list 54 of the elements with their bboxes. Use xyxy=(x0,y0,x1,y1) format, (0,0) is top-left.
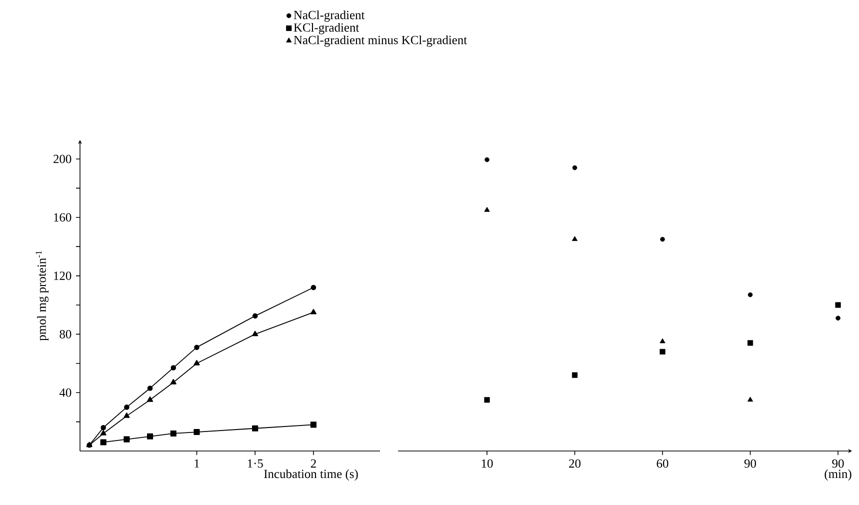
y-tick-label: 80 xyxy=(60,330,72,338)
x-tick-label: 2 xyxy=(310,459,316,468)
point xyxy=(310,284,316,290)
point xyxy=(484,157,490,162)
point xyxy=(124,412,130,418)
point xyxy=(194,360,200,366)
x-tick-label: 20 xyxy=(569,459,581,468)
point xyxy=(572,165,578,170)
point xyxy=(100,430,106,436)
point xyxy=(252,425,258,432)
y-tick-label: 160 xyxy=(54,213,72,222)
y-tick-label: 40 xyxy=(59,388,72,397)
point xyxy=(170,430,176,437)
legend-label: KCl-gradient xyxy=(294,22,360,34)
point xyxy=(170,365,176,370)
point xyxy=(252,313,258,319)
point xyxy=(147,386,153,391)
x-tick-label: 60 xyxy=(656,459,668,468)
x-axis-title: (min) xyxy=(824,469,852,481)
x-tick-label: 1 xyxy=(194,459,200,468)
point xyxy=(100,439,106,446)
point xyxy=(572,236,578,241)
point xyxy=(660,338,666,344)
point xyxy=(572,372,578,378)
point xyxy=(660,236,665,242)
x-tick-label: 90 xyxy=(832,459,844,468)
point xyxy=(194,428,200,436)
point xyxy=(484,397,490,403)
point xyxy=(170,378,176,384)
y-tick-label: 200 xyxy=(54,154,72,164)
point xyxy=(747,396,754,402)
point xyxy=(124,436,130,442)
point xyxy=(147,433,154,440)
point xyxy=(147,396,154,402)
x-tick-label: 10 xyxy=(482,459,493,468)
x-tick-label: 90 xyxy=(744,459,756,468)
legend-label: NaCl-gradient minus KCl-gradient xyxy=(294,35,468,47)
point xyxy=(100,424,106,430)
point xyxy=(660,348,666,355)
point xyxy=(310,422,317,428)
point xyxy=(124,404,130,410)
point xyxy=(484,206,490,212)
x-axis-title: Incubation time (s) xyxy=(264,469,358,481)
legend-label: NaCl-gradient xyxy=(294,10,365,22)
point xyxy=(194,344,200,350)
point xyxy=(748,292,753,298)
x-tick-label: 1·5 xyxy=(248,459,263,468)
point xyxy=(252,330,258,336)
point xyxy=(835,302,841,308)
point xyxy=(310,308,317,314)
y-tick-label: 120 xyxy=(54,272,72,280)
y-axis-title: pmol mg protein$^{-1}$ xyxy=(36,251,48,341)
point xyxy=(836,316,840,321)
point xyxy=(747,340,754,346)
